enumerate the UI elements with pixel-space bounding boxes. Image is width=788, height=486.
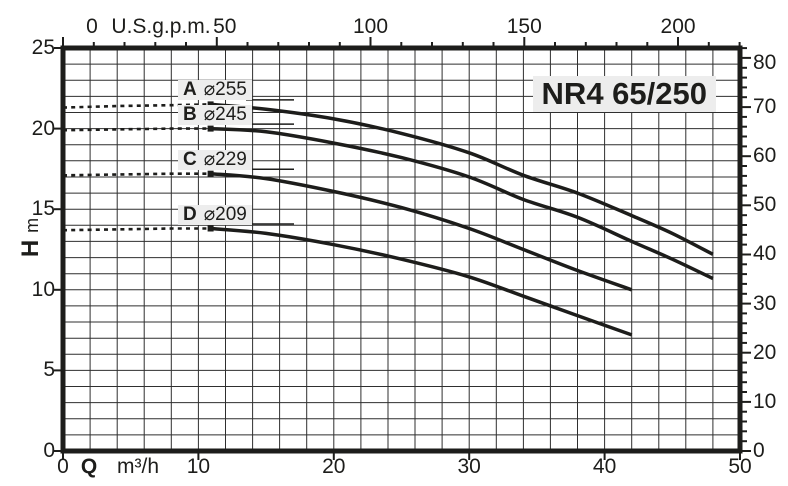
top-axis-tick-0: 0 <box>86 15 98 38</box>
curve-A-solid <box>210 102 714 256</box>
axis-ticks <box>54 37 751 460</box>
right-axis-tick-80: 80 <box>753 50 777 74</box>
curve-D-dotted <box>62 227 211 232</box>
performance-curves <box>62 101 714 337</box>
bottom-axis-tick-20: 20 <box>322 455 346 478</box>
left-axis-tick-5: 5 <box>43 358 55 382</box>
curve-B-dotted <box>62 127 211 132</box>
curve-diameter-B: ⌀245 <box>203 103 247 125</box>
curve-diameter-C: ⌀229 <box>203 148 247 170</box>
curve-diameter-D: ⌀209 <box>203 203 247 225</box>
curve-D-marker <box>207 225 214 232</box>
curve-letter-A: A <box>183 79 197 101</box>
curve-label-C: C ⌀229 <box>178 148 252 170</box>
bottom-axis-tick-10: 10 <box>186 455 211 478</box>
right-axis-tick-70: 70 <box>753 95 777 119</box>
right-axis-tick-0: 0 <box>753 439 765 462</box>
right-axis-tick-30: 30 <box>753 291 777 315</box>
top-axis-tick-150: 150 <box>506 15 542 38</box>
curve-label-A: A ⌀255 <box>178 79 252 101</box>
right-axis-tick-20: 20 <box>753 340 777 364</box>
left-axis-tick-25: 25 <box>31 36 55 59</box>
y-axis-quantity: H <box>17 239 45 258</box>
curve-label-B: B ⌀245 <box>178 103 252 125</box>
left-axis-tick-0: 0 <box>43 439 55 462</box>
bottom-axis-tick-0: 0 <box>57 455 69 478</box>
plot-border <box>60 45 743 454</box>
curve-C-marker <box>207 170 214 177</box>
bottom-axis-tick-50: 50 <box>728 455 752 478</box>
curve-B-solid <box>210 126 714 281</box>
curve-diameter-A: ⌀255 <box>203 79 247 101</box>
x-axis-quantity: Q <box>80 455 98 478</box>
left-axis-tick-15: 15 <box>31 197 55 221</box>
right-axis-tick-40: 40 <box>753 242 777 266</box>
curve-A-dotted <box>62 103 211 109</box>
curve-label-D: D ⌀209 <box>178 203 252 225</box>
top-axis-unit-label: U.S.g.p.m. <box>111 15 211 38</box>
right-axis-tick-10: 10 <box>753 389 777 413</box>
curve-C-dotted <box>62 172 211 177</box>
bottom-axis-tick-30: 30 <box>457 455 481 478</box>
left-axis-tick-10: 10 <box>31 277 55 301</box>
curve-letter-D: D <box>183 203 197 225</box>
top-axis-tick-100: 100 <box>352 15 389 38</box>
bottom-axis-tick-40: 40 <box>592 455 617 478</box>
y-axis-label: Hm <box>17 218 45 258</box>
curve-label-leader-lines <box>246 99 294 225</box>
curve-A-marker <box>207 101 214 108</box>
top-axis-tick-200: 200 <box>660 15 696 38</box>
left-axis-tick-20: 20 <box>31 116 55 140</box>
curve-C-solid <box>210 171 633 292</box>
right-axis-tick-60: 60 <box>753 144 777 168</box>
curve-letter-B: B <box>183 103 197 125</box>
pump-model-title: NR4 65/250 <box>532 76 716 112</box>
top-axis-tick-50: 50 <box>213 15 237 38</box>
x-axis-unit: m³/h <box>117 455 159 478</box>
curve-letter-C: C <box>183 148 197 170</box>
curve-D-solid <box>210 226 633 337</box>
right-axis-tick-50: 50 <box>753 193 777 217</box>
curve-B-marker <box>207 125 214 132</box>
